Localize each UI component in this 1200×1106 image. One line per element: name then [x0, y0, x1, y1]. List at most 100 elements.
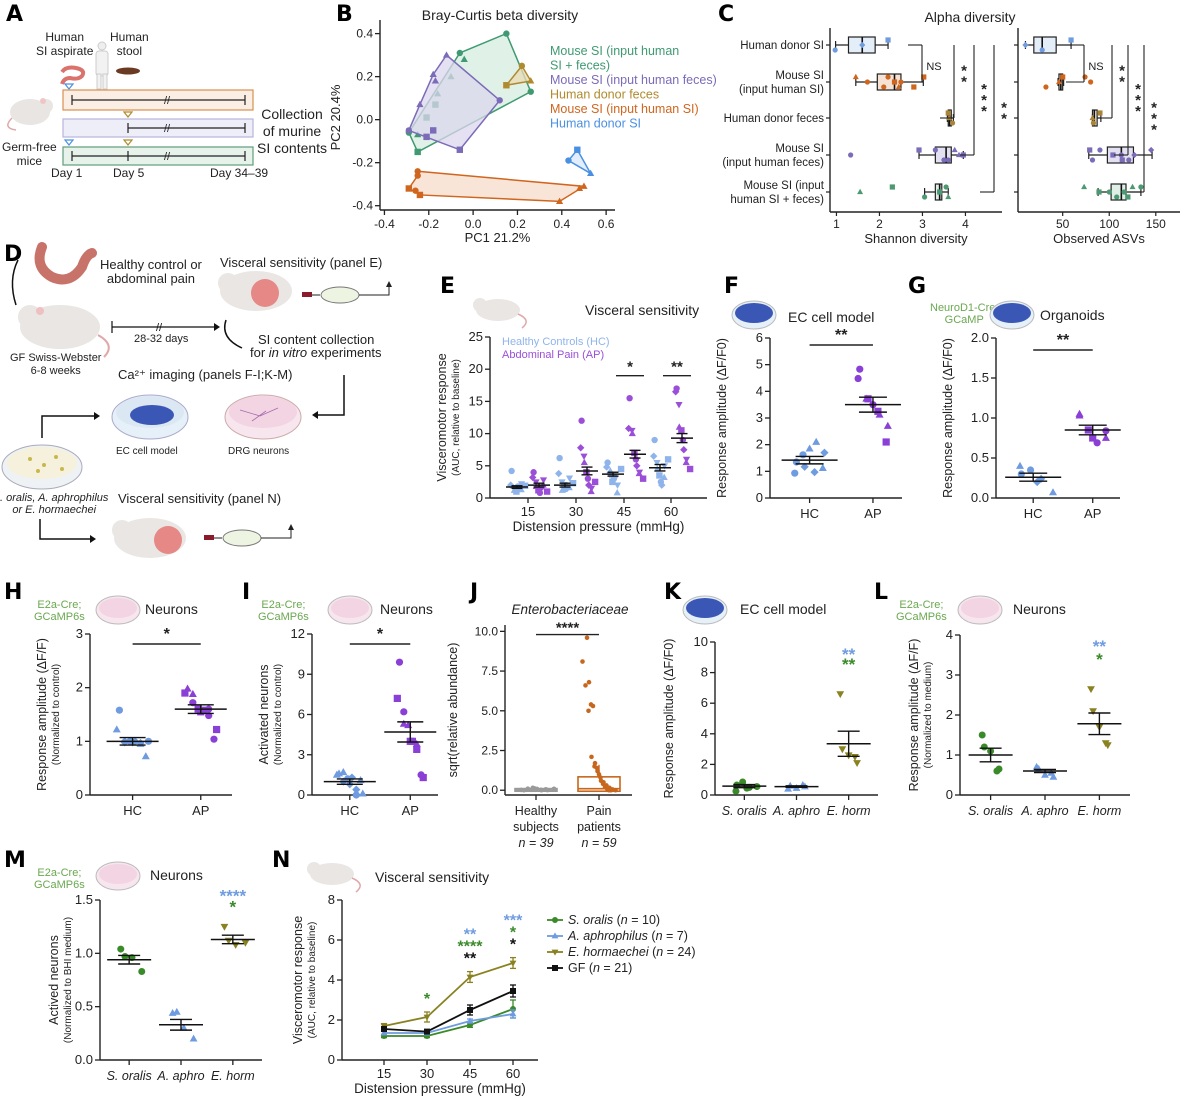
drg-neuron-dish-icon [224, 394, 302, 440]
visceral-sensitivity-n-label: Visceral sensitivity (panel N) [118, 491, 282, 506]
significance-label: * [510, 925, 517, 942]
data-point [555, 197, 564, 204]
x-tick-label: 100 [1099, 217, 1119, 231]
y-tick-label: 3 [756, 410, 763, 425]
y-axis-label: Visceromotor response [435, 353, 449, 481]
data-point [1093, 439, 1101, 447]
data-point [138, 967, 146, 975]
data-point [881, 84, 887, 90]
y-tick-label: 4 [946, 627, 953, 642]
panel-letter-b: B [336, 2, 353, 27]
data-point [995, 765, 1003, 773]
data-point [1089, 708, 1097, 716]
y-tick-label: 20 [469, 361, 483, 376]
y-axis-sublabel: (Normalized to BHI medium) [63, 917, 74, 1043]
significance-label: **** [556, 620, 580, 637]
data-point [1043, 84, 1049, 90]
y-tick-label: 0.0 [75, 1052, 93, 1067]
x-tick-label: A. aphro [772, 804, 820, 818]
x-tick-label: Pain [586, 804, 611, 818]
data-point [660, 473, 668, 480]
legend-entry: Human donor SI [550, 117, 641, 131]
ca-imaging-label: Ca²⁺ imaging (panels F-I;K-M) [118, 367, 293, 382]
y-tick-label: 25 [469, 329, 483, 344]
visceral-sensitivity-e-label: Visceral sensitivity (panel E) [220, 255, 383, 270]
n-label: n = 39 [518, 836, 553, 850]
data-point [1103, 742, 1112, 750]
y-tick-label: 2 [701, 756, 708, 771]
data-point [1096, 189, 1102, 195]
data-point [949, 120, 956, 126]
data-point [818, 463, 827, 472]
x-tick-label: A. aphro [156, 1069, 204, 1083]
data-point [1148, 146, 1155, 154]
y-tick-label: 0.5 [75, 999, 93, 1014]
data-point [575, 184, 584, 192]
data-point [946, 114, 953, 121]
chart-e-visceral-sensitivity: Visceral sensitivity 0 5 10 15 20 25 15 30 45 60Di… [435, 298, 707, 534]
significance-star: * [1001, 111, 1007, 128]
significance-label: * [164, 626, 171, 643]
data-point [820, 448, 829, 457]
data-point [577, 444, 585, 452]
data-point [352, 791, 360, 799]
x-tick-label: 45 [617, 504, 631, 519]
y-tick-label: 1 [946, 747, 953, 762]
dish-inner [735, 303, 773, 323]
data-point [613, 489, 621, 496]
data-point [580, 458, 588, 466]
data-point [885, 74, 891, 80]
y-tick-label: 8 [701, 665, 708, 680]
x-tick-label: 1 [833, 217, 840, 231]
legend-entry: Mouse SI (input human SI) [550, 102, 699, 116]
data-point [838, 746, 847, 754]
significance-label: ** [842, 645, 856, 664]
data-point [675, 402, 683, 409]
data-point [911, 84, 917, 90]
inoculation-marker-feces [122, 111, 134, 118]
data-point [530, 469, 537, 476]
data-point [1131, 151, 1138, 159]
data-point [460, 55, 468, 62]
chart-c-alpha-diversity: Alpha diversity Human donor SI Mouse SI (in… [722, 9, 1180, 246]
significance-star: * [1119, 63, 1125, 80]
chart-title: Neurons [380, 601, 433, 617]
data-point [1055, 78, 1062, 85]
data-point [521, 482, 529, 489]
data-point [569, 479, 577, 487]
data-point [1126, 157, 1132, 163]
stool-icon [116, 67, 140, 75]
significance-label: ** [1093, 637, 1107, 656]
healthy-or-pain-label: Healthy control or abdominal pain [100, 257, 202, 286]
n-label: n = 59 [581, 836, 616, 850]
panel-letter-g: G [908, 274, 927, 299]
y-tick-label: 8 [328, 892, 335, 907]
x-tick-label: AP [864, 506, 881, 521]
significance-label: **** [458, 939, 484, 956]
y-tick-label: 7.5 [481, 664, 498, 678]
in-vitro-prefix: for [250, 345, 269, 360]
chart-title: Enterobacteriaceae [511, 602, 628, 617]
significance-label: * [510, 937, 517, 954]
y-axis-label: Response amplitude (ΔF/F0) [662, 639, 676, 799]
y-tick-label: 0.5 [971, 450, 989, 465]
legend-marker [552, 917, 558, 923]
data-point [417, 771, 425, 779]
data-point [922, 194, 928, 200]
x-tick-label: 15 [377, 1066, 391, 1081]
significance-star: * [1135, 103, 1141, 120]
dish-inner [961, 598, 999, 618]
data-point [213, 725, 221, 734]
data-point [943, 184, 949, 190]
chart-title: Visceral sensitivity [375, 869, 489, 885]
data-point [891, 79, 898, 85]
x-axis-label: Shannon diversity [864, 231, 968, 246]
y-tick-label: 2 [76, 680, 83, 695]
x-tick-label: AP [192, 803, 209, 818]
data-point [1049, 772, 1058, 780]
e2a-label-l: E2a-Cre; GCaMP6s [896, 599, 947, 623]
x-tick-label: 0.4 [553, 217, 570, 231]
chart-f-ec-cell-model: 0 1 2 3 4 5 6 HC AP Response amplitude (ΔF/F0) ** E… [715, 300, 902, 521]
data-point [1075, 409, 1084, 417]
x-tick-label: AP [1084, 506, 1101, 521]
